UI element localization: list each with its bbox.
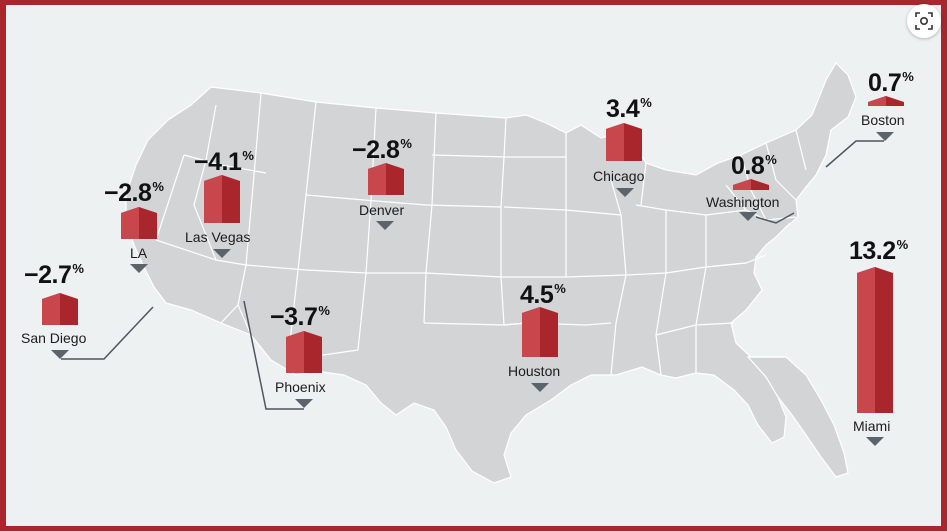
houston-value: 4.5% <box>520 281 566 309</box>
washington-number: 0.8 <box>731 152 765 180</box>
la-label: LA <box>130 245 148 261</box>
lens-zoom-button[interactable] <box>907 4 941 38</box>
las-vegas-number: −4.1 <box>194 148 242 176</box>
chicago-marker-icon <box>616 188 634 197</box>
miami-label: Miami <box>853 418 891 434</box>
percent-sign: % <box>902 69 914 84</box>
boston-value: 0.7% <box>868 69 914 97</box>
miami-value: 13.2% <box>849 237 909 265</box>
phoenix-label: Phoenix <box>275 379 326 395</box>
miami-number: 13.2 <box>849 237 896 265</box>
map-frame: −2.7% San Diego −2.8% LA −4.1% Las Vegas… <box>6 5 941 526</box>
denver-value: −2.8% <box>352 136 412 164</box>
la-number: −2.8 <box>104 179 152 207</box>
phoenix-marker-icon <box>295 399 313 408</box>
state-borders <box>155 92 807 376</box>
houston-marker-icon <box>531 383 549 392</box>
phoenix-bar <box>286 331 322 373</box>
miami-bar <box>857 267 893 413</box>
miami-marker-icon <box>866 437 884 446</box>
chicago-number: 3.4 <box>606 95 640 123</box>
percent-sign: % <box>242 148 254 163</box>
percent-sign: % <box>554 281 566 296</box>
san-diego-label: San Diego <box>21 330 87 346</box>
chicago-bar <box>606 123 642 161</box>
la-marker-icon <box>130 264 148 273</box>
denver-label: Denver <box>359 202 405 218</box>
percent-sign: % <box>72 261 84 276</box>
percent-sign: % <box>318 303 330 318</box>
phoenix-leader <box>243 300 304 410</box>
houston-bar <box>522 307 558 357</box>
san-diego-value: −2.7% <box>24 261 84 289</box>
washington-value: 0.8% <box>731 152 777 180</box>
lens-zoom-icon <box>915 12 933 30</box>
phoenix-number: −3.7 <box>270 303 318 331</box>
las-vegas-bar <box>204 175 240 223</box>
boston-bar <box>868 96 904 106</box>
san-diego-leader <box>61 306 154 360</box>
boston-label: Boston <box>861 112 905 128</box>
houston-number: 4.5 <box>520 281 554 309</box>
phoenix-value: −3.7% <box>270 303 330 331</box>
boston-marker-icon <box>876 132 894 141</box>
chicago-value: 3.4% <box>606 95 652 123</box>
denver-number: −2.8 <box>352 136 400 164</box>
san-diego-bar <box>42 293 78 325</box>
washington-label: Washington <box>706 194 780 210</box>
washington-marker-icon <box>739 212 757 221</box>
percent-sign: % <box>152 179 164 194</box>
percent-sign: % <box>896 237 909 252</box>
san-diego-marker-icon <box>51 350 69 359</box>
las-vegas-marker-icon <box>213 249 231 258</box>
washington-leader <box>755 212 795 224</box>
percent-sign: % <box>400 136 412 151</box>
boston-number: 0.7 <box>868 69 902 97</box>
houston-label: Houston <box>508 363 561 379</box>
us-map <box>125 62 857 484</box>
las-vegas-label: Las Vegas <box>185 229 251 245</box>
denver-marker-icon <box>376 221 394 230</box>
san-diego-number: −2.7 <box>24 261 72 289</box>
la-bar <box>121 207 157 239</box>
boston-leader <box>825 140 884 168</box>
washington-bar <box>733 179 769 190</box>
florida-shape <box>746 356 849 478</box>
las-vegas-value: −4.1% <box>194 148 254 176</box>
chicago-label: Chicago <box>593 168 645 184</box>
leader-lines <box>61 140 884 410</box>
denver-bar <box>368 163 404 195</box>
la-value: −2.8% <box>104 179 164 207</box>
percent-sign: % <box>765 152 777 167</box>
percent-sign: % <box>640 95 652 110</box>
